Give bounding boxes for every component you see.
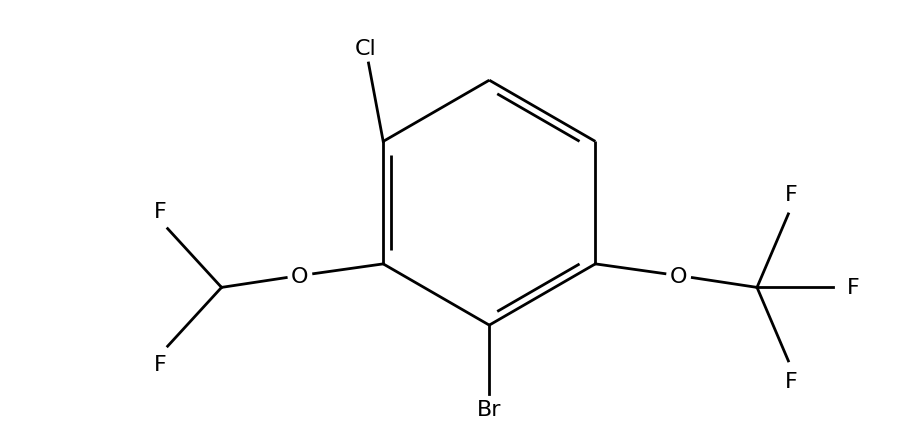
- Text: Cl: Cl: [355, 39, 377, 59]
- Text: Br: Br: [477, 399, 501, 419]
- Text: F: F: [153, 201, 166, 221]
- Text: O: O: [291, 266, 309, 286]
- Text: F: F: [847, 278, 860, 298]
- Text: F: F: [785, 185, 798, 204]
- Text: F: F: [153, 354, 166, 374]
- Text: O: O: [670, 266, 687, 286]
- Text: F: F: [785, 371, 798, 391]
